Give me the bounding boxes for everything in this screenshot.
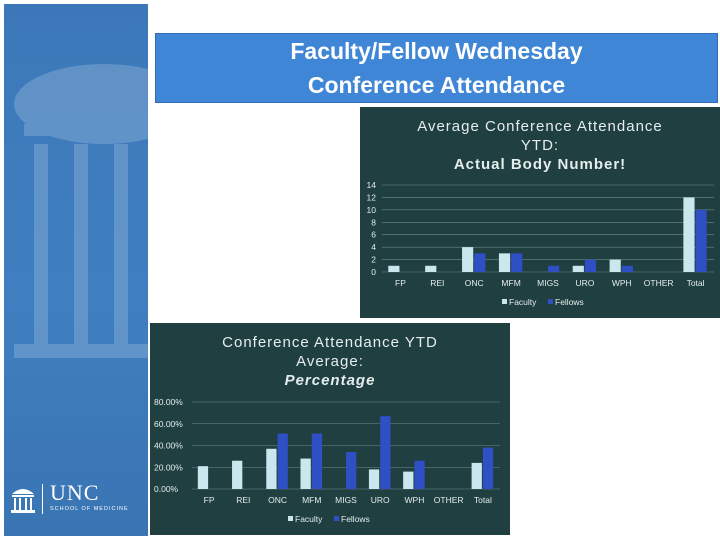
bar-faculty-uro [368, 469, 380, 489]
bar-fellows-uro [380, 416, 391, 489]
bar-faculty-mfm [498, 253, 511, 272]
bar-faculty-onc [266, 448, 277, 489]
y-tick-label: 20.00% [154, 462, 183, 472]
logo-wordmark: UNC [50, 480, 100, 505]
bar-fellows-uro [584, 259, 597, 272]
sidebar: UNC SCHOOL OF MEDICINE [0, 0, 150, 540]
chart-title-line: Average Conference Attendance [417, 118, 663, 135]
y-tick-label: 10 [367, 205, 377, 215]
legend-label-fellows: Fellows [341, 514, 370, 524]
bar-fellows-wph [621, 265, 633, 272]
logo-divider [42, 484, 43, 514]
x-tick-label: FP [204, 495, 215, 505]
y-tick-label: 0 [371, 267, 376, 277]
bar-faculty-uro [572, 265, 584, 272]
y-tick-label: 80.00% [154, 397, 183, 407]
bar-faculty-fp [388, 265, 400, 272]
chart-title-line: YTD: [520, 137, 560, 154]
legend-label-fellows: Fellows [555, 297, 584, 307]
chart-title-line: Conference Attendance YTD [222, 334, 438, 351]
x-tick-label: MFM [501, 278, 520, 288]
bar-faculty-onc [462, 247, 474, 272]
x-tick-label: REI [236, 495, 250, 505]
bar-faculty-wph [609, 259, 621, 272]
bar-fellows-mfm [511, 253, 523, 272]
y-tick-label: 8 [371, 217, 376, 227]
bar-fellows-migs [346, 452, 357, 489]
chart-title-line: Percentage [284, 372, 376, 389]
x-tick-label: OTHER [434, 495, 464, 505]
chart-title-line: Actual Body Number! [453, 156, 627, 173]
bar-fellows-total [695, 209, 707, 272]
x-tick-label: FP [395, 278, 406, 288]
legend-label-faculty: Faculty [509, 297, 537, 307]
bar-faculty-total [471, 462, 482, 489]
y-tick-label: 0.00% [154, 484, 179, 494]
x-tick-label: WPH [612, 278, 632, 288]
chart-title-percentage: Conference Attendance YTD Average: Perce… [150, 333, 510, 390]
bar-faculty-rei [425, 265, 437, 272]
bar-chart-percentage: 0.00% 20.00% 40.00% 60.00% 80.00% FP REI ONC MFM… [154, 397, 500, 524]
old-well-icon [11, 489, 35, 513]
slide-title-line-2: Conference Attendance [307, 72, 566, 98]
x-tick-label: ONC [268, 495, 287, 505]
x-tick-label: Total [687, 278, 705, 288]
x-tick-label: MIGS [335, 495, 357, 505]
bar-faculty-rei [232, 460, 243, 489]
x-tick-label: Total [474, 495, 492, 505]
chart-panel-percentage: Conference Attendance YTD Average: Perce… [150, 323, 510, 535]
bar-fellows-mfm [311, 433, 323, 489]
chart-title-line: Average: [296, 353, 364, 370]
unc-logo: UNC SCHOOL OF MEDICINE [10, 480, 128, 519]
bar-faculty-mfm [300, 458, 311, 489]
bar-faculty-wph [403, 471, 414, 489]
x-tick-label: REI [430, 278, 444, 288]
chart-title-body-number: Average Conference Attendance YTD: Actua… [360, 117, 720, 174]
sidebar-band [4, 4, 148, 536]
legend-swatch-faculty [502, 299, 507, 304]
legend-swatch-faculty [288, 516, 293, 521]
bar-fellows-migs [548, 265, 560, 272]
bar-faculty-total [683, 197, 695, 272]
y-tick-label: 14 [367, 180, 377, 190]
legend-label-faculty: Faculty [295, 514, 323, 524]
x-tick-label: MFM [302, 495, 321, 505]
chart-panel-body-number: Average Conference Attendance YTD: Actua… [360, 107, 720, 318]
x-tick-label: WPH [405, 495, 425, 505]
y-tick-label: 6 [371, 230, 376, 240]
y-tick-label: 2 [371, 255, 376, 265]
bar-fellows-total [482, 447, 494, 489]
old-well-watermark [14, 64, 148, 358]
legend-swatch-fellows [334, 516, 339, 521]
x-tick-label: URO [371, 495, 390, 505]
bar-fellows-onc [277, 433, 288, 489]
x-tick-label: URO [575, 278, 594, 288]
y-tick-label: 4 [371, 242, 376, 252]
bar-fellows-onc [474, 253, 486, 272]
x-tick-label: MIGS [537, 278, 559, 288]
slide-title-line-1: Faculty/Fellow Wednesday [290, 38, 583, 64]
logo-subtitle: SCHOOL OF MEDICINE [50, 506, 129, 512]
bar-fellows-wph [414, 460, 425, 489]
x-tick-label: ONC [465, 278, 484, 288]
slide-title: Faculty/Fellow Wednesday Conference Atte… [155, 33, 718, 103]
y-tick-label: 40.00% [154, 441, 183, 451]
x-tick-label: OTHER [644, 278, 674, 288]
y-tick-label: 60.00% [154, 419, 183, 429]
y-tick-label: 12 [367, 192, 377, 202]
bar-chart-body-number: 0 2 4 6 8 10 12 14 FP REI ONC MFM MIGS URO WPH OTHER Tot… [367, 180, 714, 307]
bar-faculty-fp [197, 466, 209, 489]
legend-swatch-fellows [548, 299, 553, 304]
